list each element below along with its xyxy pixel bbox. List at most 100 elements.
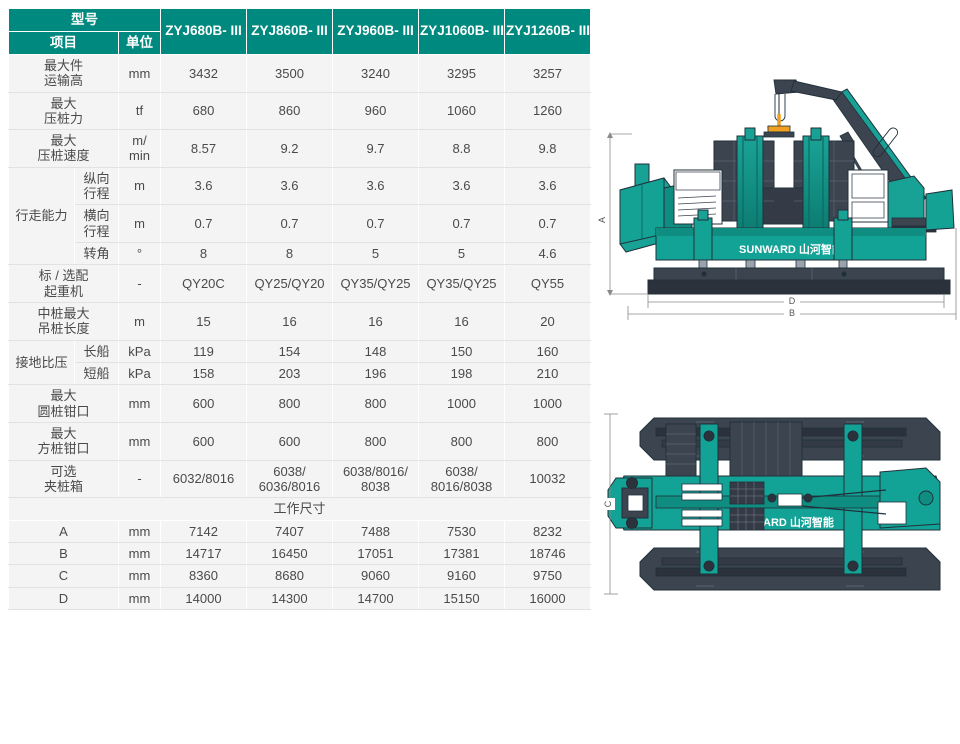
row-sublabel: 纵向 行程 bbox=[74, 166, 119, 206]
row-label: 最大 压桩速度 bbox=[8, 129, 119, 168]
cell-value: 0.7 bbox=[418, 204, 505, 244]
dimension-unit: mm bbox=[118, 564, 161, 588]
dimension-value: 16450 bbox=[246, 542, 333, 566]
header-model-2: ZYJ860B- III bbox=[246, 8, 333, 55]
table-row: 行走能力 纵向 行程 m 3.6 3.6 3.6 3.6 3.6 bbox=[8, 166, 591, 266]
row-unit: kPa bbox=[118, 339, 161, 364]
row-unit: ° bbox=[118, 242, 161, 266]
row-label: 接地比压 bbox=[8, 339, 75, 386]
cell-value: 3.6 bbox=[160, 166, 247, 206]
cell-value: 8.57 bbox=[160, 129, 247, 168]
header-model-5: ZYJ1260B- III bbox=[504, 8, 591, 55]
dimension-value: 14700 bbox=[332, 586, 419, 611]
row-sublabel: 转角 bbox=[74, 242, 119, 266]
cell-value: 6038/8016/8038 bbox=[332, 459, 419, 499]
cell-value: QY20C bbox=[160, 264, 247, 304]
cell-value: 9.2 bbox=[246, 129, 333, 168]
cell-value: 16 bbox=[418, 302, 505, 341]
dimension-value: 7488 bbox=[332, 519, 419, 544]
operator-cab-right bbox=[847, 169, 955, 233]
cell-value: 15 bbox=[160, 302, 247, 341]
dimension-value: 7407 bbox=[246, 519, 333, 544]
dimension-unit: mm bbox=[118, 519, 161, 544]
row-label: 中桩最大 吊桩长度 bbox=[8, 302, 119, 341]
side-view-diagram: SUNWARD 山河智能 bbox=[596, 78, 960, 323]
row-unit: m bbox=[118, 166, 161, 206]
cell-value: 3.6 bbox=[246, 166, 333, 206]
row-unit: mm bbox=[118, 384, 161, 424]
row-unit: mm bbox=[118, 53, 161, 93]
row-label: 可选 夹桩箱 bbox=[8, 459, 119, 499]
dimension-unit: mm bbox=[118, 586, 161, 611]
cell-value: 3240 bbox=[332, 53, 419, 93]
cell-value: 150 bbox=[418, 339, 505, 364]
header-unit-label: 单位 bbox=[118, 30, 161, 55]
cell-value: 5 bbox=[332, 242, 419, 266]
row-label: 行走能力 bbox=[8, 166, 75, 266]
row-sublabel: 横向 行程 bbox=[74, 204, 119, 244]
side-view-svg: SUNWARD 山河智能 bbox=[597, 79, 957, 320]
cell-value: 119 bbox=[160, 339, 247, 364]
dimension-label: D bbox=[8, 586, 119, 611]
cell-value: 10032 bbox=[504, 459, 591, 499]
dimension-value: 17051 bbox=[332, 542, 419, 566]
cell-value: 1000 bbox=[418, 384, 505, 424]
row-label: 最大 压桩力 bbox=[8, 91, 119, 131]
row-label: 最大 圆桩钳口 bbox=[8, 384, 119, 424]
cell-value: 8 bbox=[246, 242, 333, 266]
dimension-value: 17381 bbox=[418, 542, 505, 566]
table-row: 最大 压桩速度 m/min 8.57 9.2 9.7 8.8 9.8 bbox=[8, 129, 591, 168]
cell-value: 148 bbox=[332, 339, 419, 364]
cell-value: 1060 bbox=[418, 91, 505, 131]
dimension-value: 8360 bbox=[160, 564, 247, 588]
cell-value: 158 bbox=[160, 362, 247, 386]
cell-value: 198 bbox=[418, 362, 505, 386]
cell-value: 20 bbox=[504, 302, 591, 341]
table-row: 最大 方桩钳口 mm 600 600 800 800 800 bbox=[8, 422, 591, 461]
table-header-row-model: 型号 ZYJ680B- III ZYJ860B- III ZYJ960B- III ZY… bbox=[8, 8, 591, 55]
dimension-value: 14000 bbox=[160, 586, 247, 611]
cell-value: 3257 bbox=[504, 53, 591, 93]
top-view-diagram: SUNWARD 山河智能 bbox=[596, 398, 960, 623]
table-row: 横向 行程 m 0.7 0.7 0.7 0.7 0.7 bbox=[9, 204, 591, 244]
cylinder-bank bbox=[665, 423, 697, 481]
cell-value: 16 bbox=[332, 302, 419, 341]
row-unit: m bbox=[118, 204, 161, 244]
cell-value: 6038/6036/8016 bbox=[246, 459, 333, 499]
cell-value: 600 bbox=[160, 384, 247, 424]
cell-value: 800 bbox=[332, 384, 419, 424]
table-row: 转角 ° 8 8 5 5 4.6 bbox=[9, 242, 591, 266]
row-sublabel: 短船 bbox=[74, 362, 119, 386]
cell-value: 960 bbox=[332, 91, 419, 131]
upper-works-top bbox=[801, 467, 941, 529]
cell-value: 3.6 bbox=[332, 166, 419, 206]
cell-value: 160 bbox=[504, 339, 591, 364]
row-unit: - bbox=[118, 459, 161, 499]
machine-diagrams: SUNWARD 山河智能 bbox=[596, 0, 960, 744]
cell-value: 3.6 bbox=[504, 166, 591, 206]
row-label: 最大 方桩钳口 bbox=[8, 422, 119, 461]
dimension-value: 9750 bbox=[504, 564, 591, 588]
header-model-label: 型号 bbox=[8, 8, 161, 32]
cell-value: 1000 bbox=[504, 384, 591, 424]
dimension-label: B bbox=[8, 542, 119, 566]
table-row: 最大 压桩力 tf 680 860 960 1060 1260 bbox=[8, 91, 591, 131]
cell-value: 3432 bbox=[160, 53, 247, 93]
row-unit: - bbox=[118, 264, 161, 304]
track-base bbox=[647, 267, 951, 295]
row-unit: m bbox=[118, 302, 161, 341]
top-view-svg: SUNWARD 山河智能 bbox=[602, 413, 941, 595]
cell-value: 680 bbox=[160, 91, 247, 131]
table-row: 短船 kPa 158 203 196 198 210 bbox=[9, 362, 591, 386]
cell-value: 600 bbox=[246, 422, 333, 461]
row-label: 标 / 选配 起重机 bbox=[8, 264, 119, 304]
row-sublabel: 长船 bbox=[74, 339, 119, 364]
header-model-1: ZYJ680B- III bbox=[160, 8, 247, 55]
cell-value: 3.6 bbox=[418, 166, 505, 206]
counterweight-blocks bbox=[713, 140, 855, 225]
grid-plates bbox=[729, 481, 803, 531]
dimension-label: A bbox=[8, 519, 119, 544]
table-row: 最大件 运输高 mm 3432 3500 3240 3295 3257 bbox=[8, 53, 591, 93]
